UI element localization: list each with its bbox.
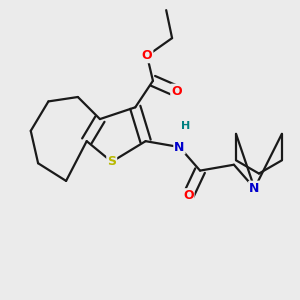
Text: N: N [249,182,260,195]
Text: H: H [181,122,190,131]
Text: N: N [174,141,184,154]
Text: S: S [107,155,116,168]
Text: N: N [249,182,260,195]
Text: O: O [183,189,194,202]
Text: O: O [142,49,152,62]
Text: O: O [171,85,182,98]
